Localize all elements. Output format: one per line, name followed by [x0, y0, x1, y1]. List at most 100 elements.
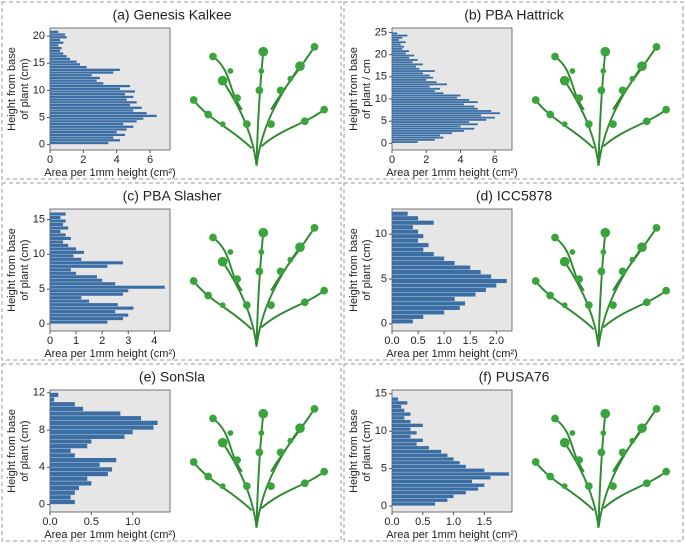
bar: [50, 55, 67, 58]
y-axis-label: Height from base: [6, 47, 18, 131]
bar: [392, 274, 492, 279]
bar: [50, 141, 109, 145]
bar: [50, 84, 130, 88]
bar: [50, 215, 61, 220]
bar: [392, 67, 420, 70]
bar: [50, 98, 127, 101]
bar: [392, 125, 461, 128]
bar: [50, 60, 77, 63]
bar: [50, 282, 116, 286]
bar: [50, 87, 120, 90]
bar: [50, 457, 117, 463]
bar: [392, 141, 418, 143]
bar: [392, 494, 454, 499]
y-axis-label: Height from base: [6, 228, 18, 312]
bar: [392, 121, 470, 123]
x-axis-label: Area per 1mm height (cm²): [386, 167, 517, 179]
x-tick-label: 6: [492, 154, 498, 166]
bar: [50, 236, 71, 240]
bar: [392, 483, 485, 487]
bar: [392, 301, 466, 306]
y-axis-label: of plant (cm): [19, 58, 31, 119]
bar: [50, 33, 65, 36]
bar: [50, 271, 77, 275]
bar: [392, 34, 408, 37]
y-tick-label: 12: [33, 387, 45, 399]
bar: [50, 90, 135, 93]
bar: [50, 122, 124, 126]
y-tick-label: 0: [39, 318, 45, 330]
bar: [50, 320, 108, 324]
bar: [392, 502, 436, 506]
x-tick-label: 4: [151, 335, 157, 347]
bar: [50, 103, 130, 107]
panel-border: [1, 363, 342, 542]
bar: [392, 401, 408, 405]
y-tick-label: 0: [39, 498, 45, 510]
x-axis-label: Area per 1mm height (cm²): [44, 348, 175, 360]
bar: [50, 65, 87, 69]
plant-image: [188, 403, 329, 529]
y-tick-label: 5: [39, 111, 45, 123]
bar: [392, 112, 500, 115]
x-tick-label: 2: [423, 154, 429, 166]
bar: [50, 444, 88, 449]
bar: [392, 310, 445, 315]
bar: [392, 114, 482, 117]
bar: [392, 498, 448, 502]
bar: [50, 82, 104, 85]
bar: [50, 139, 120, 142]
bar: [50, 481, 92, 486]
bar: [392, 134, 440, 137]
bar: [50, 76, 100, 80]
y-tick-label: 10: [375, 93, 387, 105]
bar: [392, 412, 411, 416]
bar: [392, 85, 430, 88]
bar: [50, 63, 80, 66]
bar: [392, 61, 413, 64]
panel-title: (f) PUSA76: [479, 369, 550, 385]
y-axis-label: Height from base: [348, 47, 360, 131]
panel-title: (b) PBA Hattrick: [464, 7, 565, 23]
bar: [392, 47, 403, 50]
bar: [392, 457, 454, 461]
x-tick-label: 0: [47, 154, 53, 166]
x-tick-label: 1.0: [437, 335, 452, 347]
bar: [392, 41, 406, 44]
panel: (e) SonSla 0.0 0.5 1.0 0 4 8 12 Area per 1mm hei…: [1, 363, 342, 542]
bar: [392, 292, 476, 297]
bar: [392, 107, 478, 110]
bar: [50, 296, 82, 300]
bar: [392, 487, 479, 491]
bar: [392, 65, 416, 68]
bar: [392, 434, 411, 439]
x-tick-label: 0.5: [84, 516, 99, 528]
bar: [50, 46, 62, 50]
bar: [50, 95, 134, 99]
bar: [392, 314, 424, 319]
x-tick-label: 2.0: [489, 335, 504, 347]
bar: [50, 133, 125, 137]
bar: [392, 438, 423, 442]
bar: [50, 128, 127, 131]
bar: [50, 101, 137, 104]
y-tick-label: 25: [375, 26, 387, 38]
bar: [392, 83, 447, 86]
bar: [50, 299, 90, 303]
bar: [50, 411, 121, 416]
bar: [392, 63, 423, 66]
bar: [50, 467, 113, 472]
bar: [392, 110, 492, 112]
x-axis-label: Area per 1mm height (cm²): [386, 529, 517, 541]
bar: [50, 38, 60, 42]
bar: [50, 254, 74, 258]
bar: [392, 59, 418, 61]
plant-image: [530, 222, 671, 348]
bar: [392, 261, 455, 266]
bar: [392, 98, 470, 101]
y-tick-label: 20: [375, 49, 387, 61]
bar: [50, 434, 125, 439]
x-tick-label: 0.5: [415, 516, 430, 528]
bar: [50, 136, 114, 139]
